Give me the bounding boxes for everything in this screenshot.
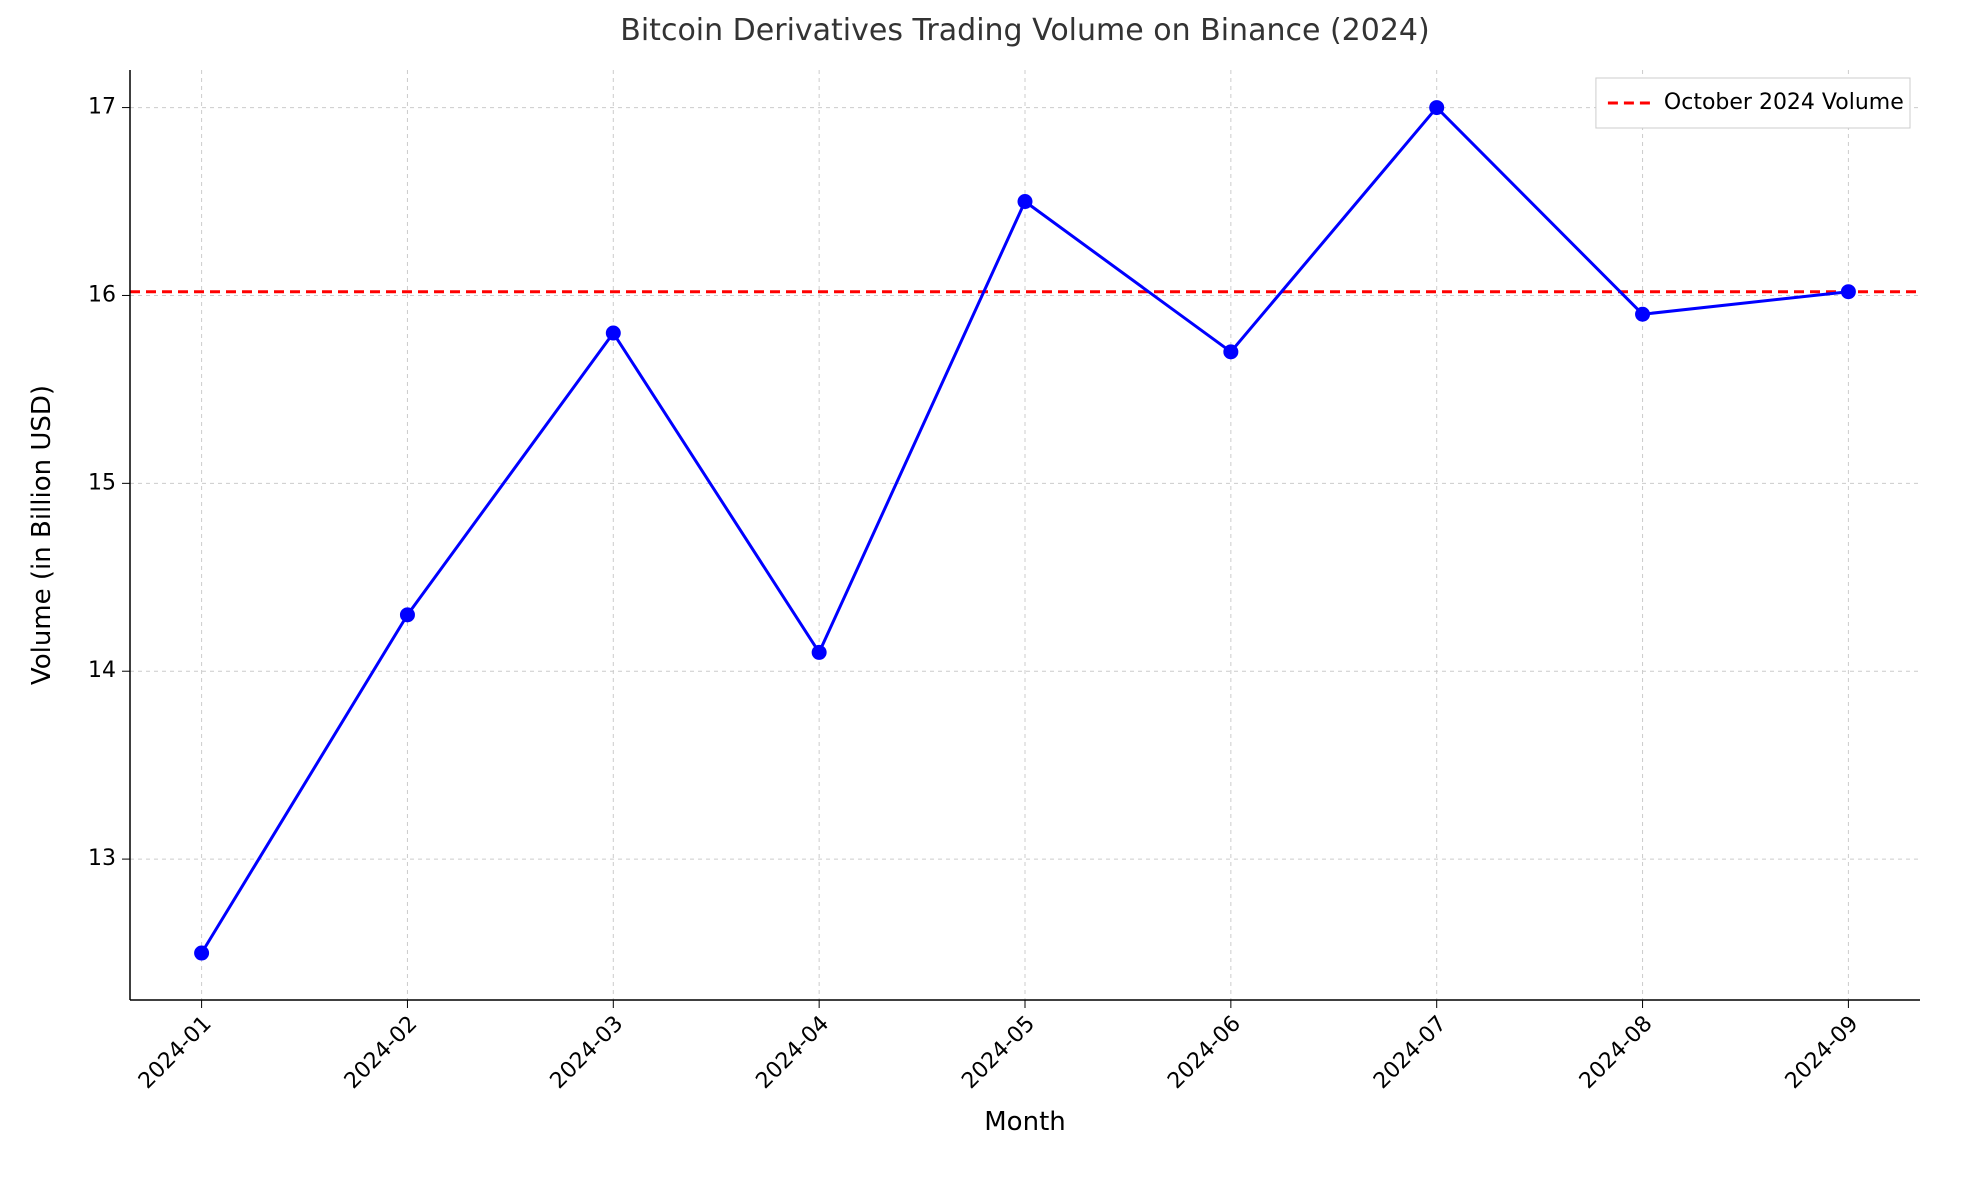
x-tick-label: 2024-04: [751, 1011, 834, 1094]
y-tick-label: 13: [88, 846, 116, 871]
x-tick-label: 2024-05: [957, 1011, 1040, 1094]
data-marker: [1224, 345, 1238, 359]
chart-title: Bitcoin Derivatives Trading Volume on Bi…: [620, 13, 1429, 48]
y-tick-label: 16: [88, 282, 116, 307]
x-tick-label: 2024-01: [134, 1011, 217, 1094]
x-tick-label: 2024-08: [1575, 1011, 1658, 1094]
data-marker: [606, 326, 620, 340]
x-tick-label: 2024-06: [1163, 1011, 1246, 1094]
y-tick-label: 15: [88, 470, 116, 495]
x-tick-label: 2024-02: [340, 1011, 423, 1094]
x-tick-label: 2024-03: [546, 1011, 629, 1094]
x-tick-label: 2024-07: [1369, 1011, 1452, 1094]
legend-label: October 2024 Volume: [1664, 90, 1904, 115]
data-marker: [1841, 285, 1855, 299]
y-tick-label: 14: [88, 658, 116, 683]
x-tick-label: 2024-09: [1781, 1011, 1864, 1094]
data-marker: [1430, 101, 1444, 115]
y-tick-label: 17: [88, 95, 116, 120]
data-marker: [812, 645, 826, 659]
x-axis-label: Month: [984, 1107, 1066, 1137]
y-axis-label: Volume (in Billion USD): [27, 385, 57, 685]
data-marker: [195, 946, 209, 960]
chart-container: 13 14 15 16 17 2024-01 2024-02 2024-03 2024-04 20…: [0, 0, 1979, 1179]
data-marker: [400, 608, 414, 622]
data-marker: [1636, 307, 1650, 321]
chart-svg: 13 14 15 16 17 2024-01 2024-02 2024-03 2024-04 20…: [0, 0, 1979, 1179]
data-marker: [1018, 195, 1032, 209]
